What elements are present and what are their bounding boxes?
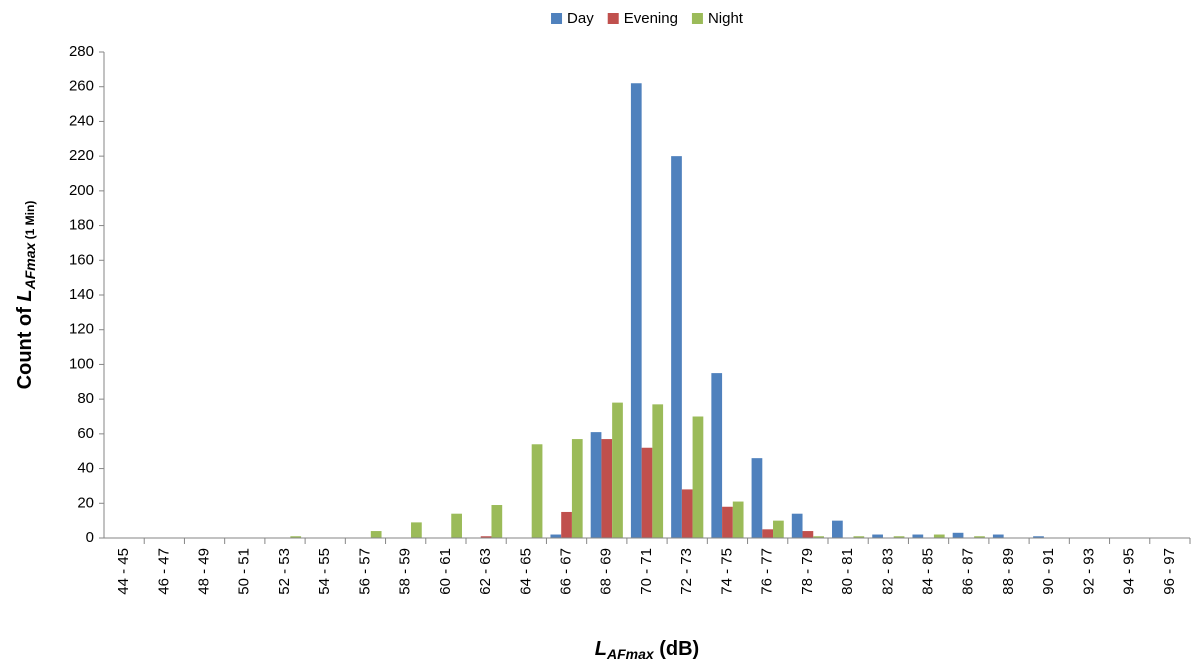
bar [550, 534, 562, 538]
y-title-symbol: L [14, 289, 36, 301]
x-tick-label: 76 - 77 [759, 548, 776, 595]
x-tick-label: 64 - 65 [517, 548, 534, 595]
y-tick-label: 100 [69, 355, 94, 372]
x-tick-label: 48 - 49 [196, 548, 213, 595]
x-tick-label: 74 - 75 [718, 548, 735, 595]
x-tick-label: 82 - 83 [879, 548, 896, 595]
y-tick-label: 40 [77, 460, 94, 477]
y-axis-title: Count of LAFmax (1 Min) [14, 201, 37, 390]
bar [773, 520, 784, 538]
y-title-subscript: AFmax [22, 241, 38, 290]
x-tick-label: 96 - 97 [1161, 548, 1178, 595]
bar [692, 416, 704, 538]
bar [992, 534, 1004, 538]
x-title-subscript: AFmax [606, 646, 655, 662]
x-tick-label: 60 - 61 [437, 548, 454, 595]
x-tick-label: 54 - 55 [316, 548, 333, 595]
bar [590, 432, 602, 538]
y-title-prefix: Count of [14, 302, 36, 390]
bar [370, 531, 382, 538]
y-tick-label: 180 [69, 217, 94, 234]
legend-swatch [607, 13, 619, 24]
bar [681, 489, 693, 538]
x-tick-label: 84 - 85 [920, 548, 937, 595]
bar [762, 529, 774, 538]
bar [853, 536, 865, 538]
legend-label: Day [567, 10, 594, 27]
legend-swatch [551, 13, 563, 24]
y-tick-label: 260 [69, 78, 94, 95]
bar [791, 513, 803, 538]
x-tick-label: 68 - 69 [598, 548, 615, 595]
x-tick-label: 70 - 71 [638, 548, 655, 595]
x-tick-label: 46 - 47 [155, 548, 172, 595]
y-tick-label: 80 [77, 390, 94, 407]
x-tick-label: 52 - 53 [276, 548, 293, 595]
bar [893, 536, 905, 538]
bar [451, 513, 462, 538]
y-tick-label: 140 [69, 286, 94, 303]
x-title-symbol: L [595, 638, 607, 660]
bar [732, 501, 744, 538]
bar [1033, 536, 1044, 538]
bar [711, 373, 723, 538]
x-tick-label: 50 - 51 [236, 548, 253, 595]
bar [531, 444, 543, 538]
x-tick-label: 58 - 59 [397, 548, 414, 595]
bar [813, 536, 824, 538]
bar [652, 404, 664, 538]
bar [612, 402, 623, 538]
bar [952, 532, 964, 538]
bar [290, 536, 302, 538]
bar [561, 511, 572, 538]
x-tick-label: 92 - 93 [1080, 548, 1097, 595]
bar [933, 534, 945, 538]
y-tick-label: 240 [69, 112, 94, 129]
x-title-suffix: (dB) [654, 638, 700, 660]
bar [974, 536, 985, 538]
y-tick-label: 200 [69, 182, 94, 199]
x-tick-label: 94 - 95 [1121, 548, 1138, 595]
y-title-suffix: (1 Min) [23, 201, 37, 243]
y-tick-label: 60 [77, 425, 94, 442]
bar [641, 447, 653, 538]
legend-swatch [691, 13, 703, 24]
bar [411, 522, 422, 538]
bar [832, 520, 843, 538]
y-tick-label: 120 [69, 321, 94, 338]
x-tick-label: 80 - 81 [839, 548, 856, 595]
y-tick-label: 0 [86, 529, 94, 546]
bar [912, 534, 924, 538]
y-tick-label: 160 [69, 251, 94, 268]
bar [601, 439, 613, 538]
legend-label: Night [708, 10, 744, 27]
x-tick-label: 62 - 63 [477, 548, 494, 595]
y-tick-label: 220 [69, 147, 94, 164]
bar [491, 505, 503, 538]
bar [630, 83, 642, 538]
bar [722, 506, 733, 538]
x-axis-title: LAFmax (dB) [595, 638, 699, 661]
x-tick-label: 66 - 67 [558, 548, 575, 595]
bar [872, 534, 883, 538]
legend-label: Evening [624, 10, 678, 27]
bar [571, 439, 583, 538]
bar [480, 536, 492, 538]
x-tick-label: 78 - 79 [799, 548, 816, 595]
x-tick-label: 56 - 57 [356, 548, 373, 595]
bar [751, 458, 763, 538]
x-tick-label: 88 - 89 [1000, 548, 1017, 595]
bar [671, 156, 682, 538]
x-tick-label: 90 - 91 [1040, 548, 1057, 595]
x-tick-label: 86 - 87 [960, 548, 977, 595]
y-tick-label: 280 [69, 43, 94, 60]
y-tick-label: 20 [77, 494, 94, 511]
bar [802, 531, 814, 538]
x-tick-label: 72 - 73 [678, 548, 695, 595]
x-tick-label: 44 - 45 [115, 548, 132, 595]
